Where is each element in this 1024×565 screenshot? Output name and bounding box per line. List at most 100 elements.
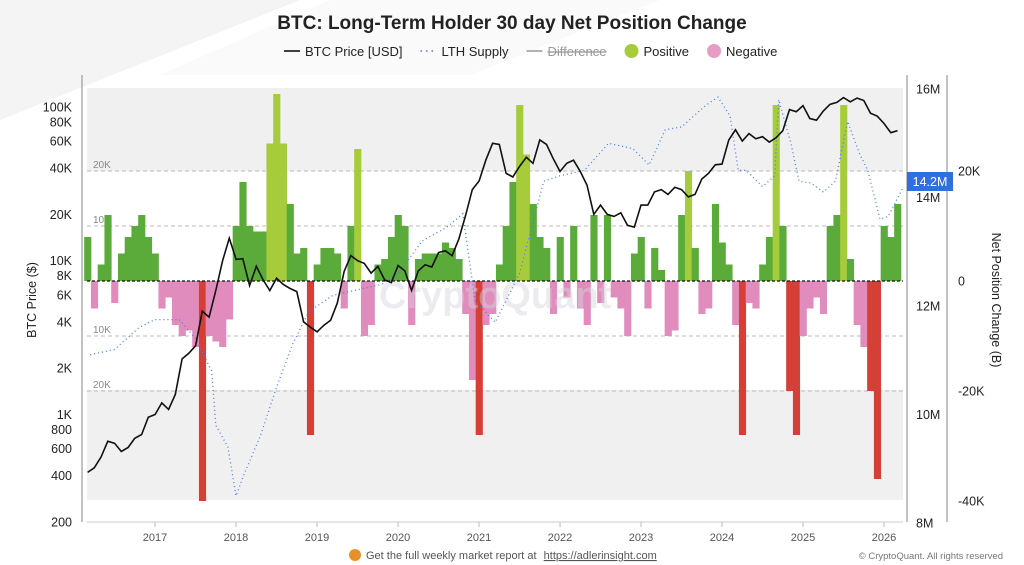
negative-bar (792, 281, 801, 435)
btc-price-line (87, 96, 898, 474)
negative-bar (644, 281, 652, 309)
positive-bar (286, 204, 294, 281)
left-axis-tick-label: 600 (51, 442, 72, 456)
negative-bar (738, 281, 747, 435)
legend-item-lth-supply[interactable]: LTH Supply (420, 44, 509, 59)
legend: BTC Price [USD] LTH Supply Difference Posit… (284, 44, 777, 59)
right-axis-title: Net Position Change (B) (989, 233, 1003, 368)
background-decoration (0, 0, 300, 120)
left-axis-tick-label: 4K (57, 315, 73, 329)
left-axis-tick-label: 60K (50, 135, 73, 149)
positive-bar (711, 204, 720, 281)
copyright: © CryptoQuant. All rights reserved (859, 551, 1003, 562)
right-axis-tick-label: -20K (958, 385, 985, 399)
positive-bar (374, 264, 382, 281)
positive-bar (455, 259, 463, 281)
positive-bar (833, 215, 841, 281)
promo-link[interactable]: https://adlerinsight.com (544, 550, 657, 562)
legend-item-btc-price-usd[interactable]: BTC Price [USD] (284, 44, 403, 59)
negative-bar (745, 281, 753, 303)
negative-bar (165, 281, 173, 298)
positive-swatch-icon (624, 44, 639, 58)
positive-bar (529, 204, 537, 281)
positive-bar (117, 253, 126, 281)
x-axis-tick-label: 2024 (710, 532, 734, 544)
positive-bar (651, 248, 659, 281)
positive-bar (293, 253, 301, 281)
negative-bar (225, 281, 234, 320)
positive-bar (232, 226, 240, 281)
negative-swatch-icon (707, 44, 722, 58)
negative-bar (306, 281, 315, 435)
negative-bar (806, 281, 814, 309)
positive-bar (684, 171, 693, 281)
negative-bar (610, 281, 618, 298)
positive-bar (273, 94, 281, 281)
guide-label: 10K (93, 325, 111, 336)
positive-bar (887, 237, 895, 281)
negative-bar (219, 281, 227, 347)
positive-bar (421, 253, 429, 281)
negative-bar (367, 281, 375, 325)
negative-bar (752, 281, 760, 309)
negative-bar (468, 281, 477, 380)
legend-item-negative[interactable]: Negative (707, 44, 777, 59)
positive-bar (252, 231, 261, 281)
positive-bar (536, 237, 544, 281)
positive-bar (759, 264, 767, 281)
negative-bar (860, 281, 868, 347)
positive-bar (637, 237, 645, 281)
legend-item-positive[interactable]: Positive (624, 44, 690, 59)
lth-axis-tick-label: 8M (916, 517, 933, 531)
left-axis-tick-label: 400 (51, 469, 72, 483)
positive-bar (502, 226, 510, 281)
x-axis-tick-label: 2017 (143, 532, 167, 544)
left-axis-tick-label: 100K (43, 100, 73, 114)
x-axis-tick-label: 2021 (467, 532, 491, 544)
negative-bar (873, 281, 882, 479)
positive-bar (880, 226, 888, 281)
legend-item-difference[interactable]: Difference (526, 44, 607, 59)
negative-bar (489, 281, 497, 314)
plot-background-band (87, 88, 903, 171)
negative-bar (185, 281, 193, 331)
positive-bar (401, 226, 409, 281)
positive-bar (495, 264, 504, 281)
plot-background-band (87, 390, 903, 500)
legend-label: BTC Price [USD] (305, 44, 403, 59)
positive-bar (239, 182, 247, 281)
negative-bar (475, 281, 483, 435)
positive-bar (435, 253, 443, 281)
legend-label: Negative (726, 44, 777, 59)
positive-bar (97, 264, 105, 281)
positive-bar (151, 253, 159, 281)
positive-bar (840, 105, 848, 281)
x-axis-tick-label: 2026 (872, 532, 896, 544)
positive-bar (144, 237, 153, 281)
negative-bar (408, 281, 416, 325)
guide-label: 20K (93, 380, 111, 391)
positive-bar (826, 226, 834, 281)
negative-bar (576, 281, 585, 309)
watermark: CryptoQuant (379, 275, 612, 317)
lth-axis-tick-label: 14M (916, 191, 940, 205)
positive-bar (657, 270, 666, 281)
negative-bar (786, 281, 794, 391)
positive-bar (84, 237, 92, 281)
x-axis-tick-label: 2025 (791, 532, 815, 544)
left-axis-tick-label: 200 (51, 516, 72, 530)
positive-bar (327, 248, 335, 281)
negative-bar (705, 281, 713, 309)
positive-bar (590, 215, 598, 281)
negative-bar (158, 281, 166, 309)
left-axis-tick-label: 10K (50, 254, 73, 268)
orange-dot-icon (349, 549, 361, 561)
plot-area (87, 88, 903, 500)
promo-text: Get the full weekly market report at (366, 550, 537, 562)
negative-bar (853, 281, 861, 325)
negative-bar (624, 281, 632, 336)
negative-bar (698, 281, 706, 314)
negative-bar (799, 281, 807, 336)
right-axis-tick-label: 0 (958, 275, 965, 289)
